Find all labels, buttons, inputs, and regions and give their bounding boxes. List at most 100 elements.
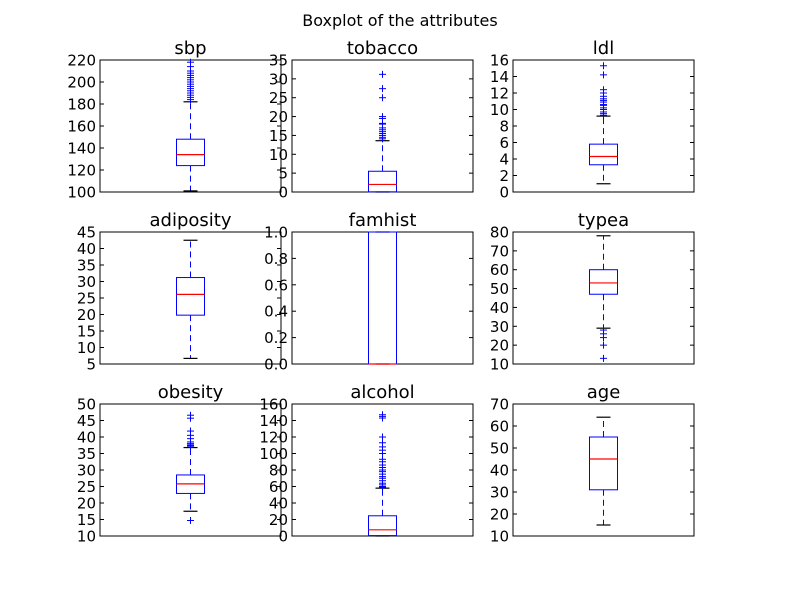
flier-point <box>187 58 194 66</box>
y-tick-label: 0.0 <box>264 356 288 374</box>
panel-title: age <box>587 382 621 403</box>
y-tick-label: 8 <box>499 118 509 136</box>
y-tick-label: 35 <box>269 52 288 70</box>
panel-title: typea <box>578 210 629 231</box>
y-tick-label: 70 <box>490 396 509 414</box>
y-tick-label: 0 <box>278 184 288 202</box>
y-tick-label: 100 <box>67 184 96 202</box>
y-tick-label: 25 <box>269 89 288 107</box>
y-tick-label: 220 <box>67 52 96 70</box>
panel-sbp: sbp 100 120 140 160 180 200 220 <box>67 38 282 202</box>
iqr-box <box>589 143 618 166</box>
panel-title: adiposity <box>150 210 232 231</box>
flier-point <box>187 411 194 419</box>
flier-point <box>600 354 607 362</box>
y-tick-label: 0 <box>278 528 288 546</box>
y-tick-label: 35 <box>77 257 96 275</box>
y-tick-label: 40 <box>77 240 96 258</box>
panel-famhist: famhist 0.0 0.2 0.4 0.6 0.8 1.0 <box>264 210 474 374</box>
panel-title: ldl <box>593 38 614 59</box>
iqr-box <box>176 138 205 167</box>
y-tick-label: 30 <box>490 484 509 502</box>
y-tick-label: 10 <box>490 528 509 546</box>
y-tick-label: 10 <box>77 528 96 546</box>
flier-point <box>187 516 194 524</box>
y-tick-label: 140 <box>259 412 288 430</box>
y-tick-label: 4 <box>499 151 509 169</box>
y-tick-label: 60 <box>490 261 509 279</box>
axes-frame <box>291 231 474 365</box>
y-tick-label: 160 <box>259 396 288 414</box>
y-tick-label: 6 <box>499 134 509 152</box>
y-tick-label: 120 <box>259 429 288 447</box>
y-tick-label: 160 <box>67 118 96 136</box>
panel-title: sbp <box>174 38 206 59</box>
iqr-box <box>368 515 397 537</box>
y-tick-label: 200 <box>67 74 96 92</box>
y-tick-label: 140 <box>67 140 96 158</box>
y-tick-label: 0.2 <box>264 329 288 347</box>
y-tick-label: 30 <box>77 273 96 291</box>
flier-point <box>600 341 607 349</box>
y-tick-label: 80 <box>269 462 288 480</box>
y-tick-label: 20 <box>77 306 96 324</box>
y-tick-label: 60 <box>490 418 509 436</box>
y-tick-label: 0.4 <box>264 303 288 321</box>
y-tick-label: 100 <box>259 445 288 463</box>
flier-point <box>379 94 386 102</box>
y-tick-label: 15 <box>77 511 96 529</box>
y-tick-label: 20 <box>269 108 288 126</box>
y-tick-label: 10 <box>269 146 288 164</box>
panel-title: famhist <box>349 210 417 231</box>
iqr-box <box>368 170 397 193</box>
figure-title: Boxplot of the attributes <box>302 11 497 30</box>
y-tick-label: 12 <box>490 85 509 103</box>
y-tick-label: 50 <box>77 396 96 414</box>
y-tick-label: 0.6 <box>264 276 288 294</box>
y-tick-label: 60 <box>269 478 288 496</box>
panels-group: sbp100120140160180200220tobacco051015202… <box>67 38 695 546</box>
panel-title: tobacco <box>347 38 418 59</box>
flier-point <box>379 433 386 441</box>
iqr-box <box>589 269 618 295</box>
y-tick-label: 1.0 <box>264 224 288 242</box>
y-tick-label: 15 <box>269 127 288 145</box>
flier-point <box>379 70 386 78</box>
panel-title: alcohol <box>350 382 414 403</box>
y-tick-label: 45 <box>77 224 96 242</box>
y-tick-label: 10 <box>490 356 509 374</box>
y-tick-label: 50 <box>490 280 509 298</box>
y-tick-label: 2 <box>499 167 509 185</box>
y-tick-label: 10 <box>77 339 96 357</box>
y-tick-label: 14 <box>490 68 509 86</box>
y-tick-label: 25 <box>77 478 96 496</box>
iqr-box <box>176 277 205 316</box>
y-tick-label: 30 <box>269 70 288 88</box>
panel-age: age 10 20 30 40 50 60 70 <box>490 382 695 546</box>
y-tick-label: 15 <box>77 323 96 341</box>
y-tick-label: 0.8 <box>264 250 288 268</box>
y-tick-label: 25 <box>77 290 96 308</box>
y-tick-label: 45 <box>77 412 96 430</box>
y-tick-label: 20 <box>490 506 509 524</box>
y-tick-label: 70 <box>490 242 509 260</box>
flier-point <box>379 85 386 93</box>
y-tick-label: 0 <box>499 184 509 202</box>
flier-point <box>187 427 194 435</box>
axes-frame <box>512 59 695 193</box>
y-tick-label: 40 <box>490 299 509 317</box>
iqr-box <box>368 231 397 365</box>
y-tick-label: 5 <box>86 356 96 374</box>
flier-point <box>600 71 607 79</box>
y-tick-label: 40 <box>490 462 509 480</box>
y-tick-label: 40 <box>269 495 288 513</box>
y-tick-label: 120 <box>67 162 96 180</box>
flier-point <box>379 113 386 121</box>
y-tick-label: 80 <box>490 224 509 242</box>
flier-point <box>600 86 607 94</box>
